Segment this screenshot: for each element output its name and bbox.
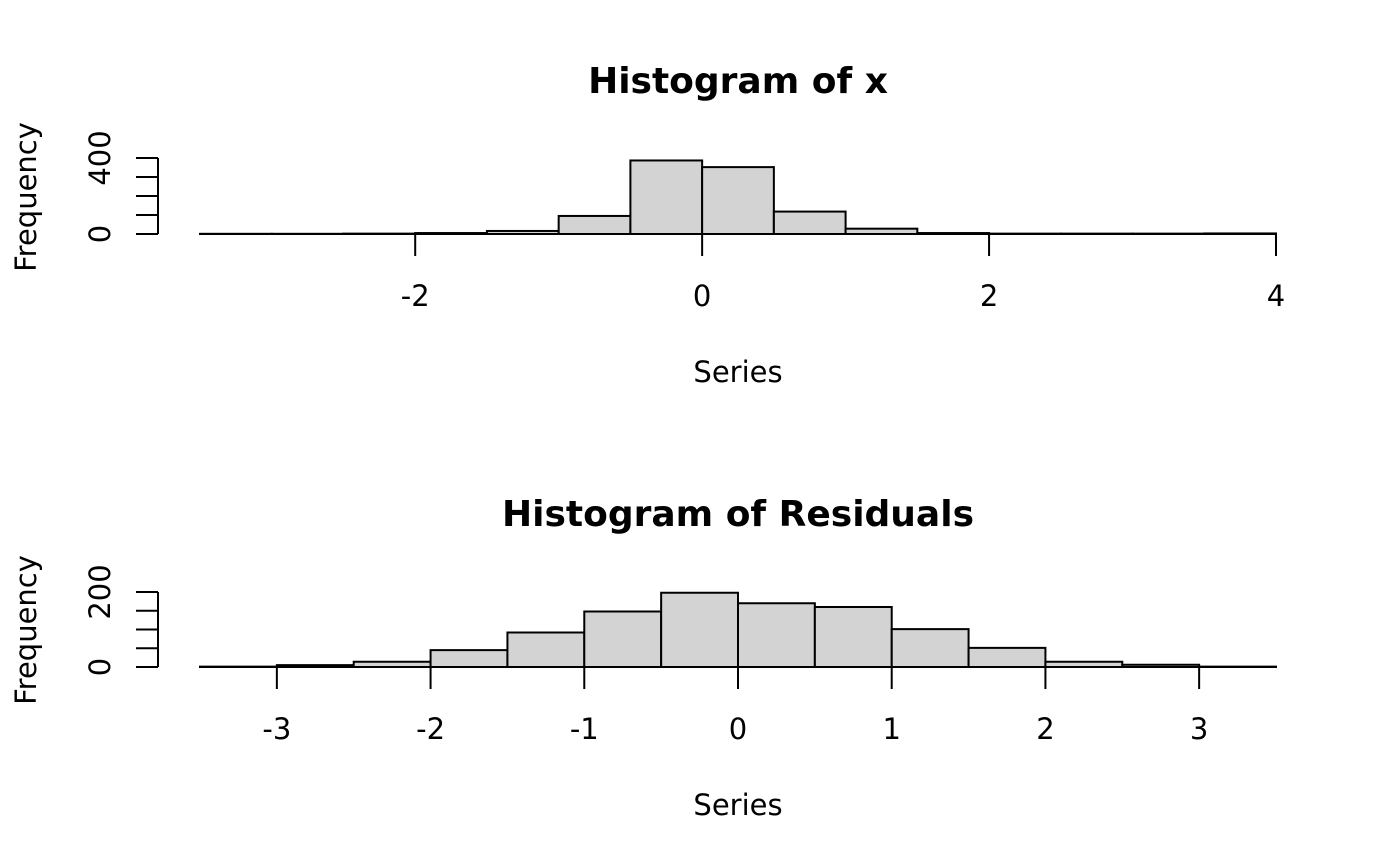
histogram-bar [737, 602, 816, 668]
y-tick-label: 0 [83, 658, 117, 676]
histogram-bar [660, 591, 740, 668]
histogram-bar [429, 649, 509, 668]
axes: -2 0 2 4 0 400 [83, 130, 1285, 313]
x-tick-label: -3 [262, 712, 291, 746]
x-tick-label: 2 [980, 279, 998, 313]
x-tick-label: 2 [1036, 712, 1054, 746]
x-axis-label: Series [693, 355, 782, 389]
x-tick-label: 0 [693, 279, 711, 313]
histogram-x-panel: Histogram of x Series Frequency -2 0 2 4 0 40… [9, 61, 1285, 389]
x-axis-label: Series [693, 788, 782, 822]
y-tick-label: 200 [83, 564, 117, 619]
histogram-bar [506, 631, 586, 668]
histogram-bar [772, 210, 847, 236]
x-tick-label: 3 [1190, 712, 1208, 746]
y-tick-label: 0 [83, 225, 117, 243]
histogram-bar [890, 628, 970, 668]
histogram-bar [967, 646, 1047, 668]
x-tick-label: 1 [882, 712, 900, 746]
x-tick-label: -2 [401, 279, 430, 313]
x-tick-label: -2 [416, 712, 445, 746]
histogram-bar [813, 606, 893, 668]
x-tick-label: 0 [729, 712, 747, 746]
axes: -3 -2 -1 0 1 2 3 0 200 [83, 564, 1276, 746]
histogram-bar [557, 214, 632, 235]
histogram-bar [629, 159, 704, 235]
x-tick-label: 4 [1267, 279, 1285, 313]
x-tick-label: -1 [570, 712, 599, 746]
histogram-bar [701, 166, 775, 235]
histogram-bar [583, 610, 663, 668]
chart-title: Histogram of x [588, 61, 888, 102]
chart-title: Histogram of Residuals [502, 494, 974, 535]
y-axis-label: Frequency [9, 555, 43, 705]
y-tick-label: 400 [83, 130, 117, 185]
bars [199, 591, 1277, 668]
y-axis-label: Frequency [9, 122, 43, 272]
bars [199, 159, 1278, 236]
histogram-residuals-panel: Histogram of Residuals Series Frequency … [9, 494, 1277, 822]
